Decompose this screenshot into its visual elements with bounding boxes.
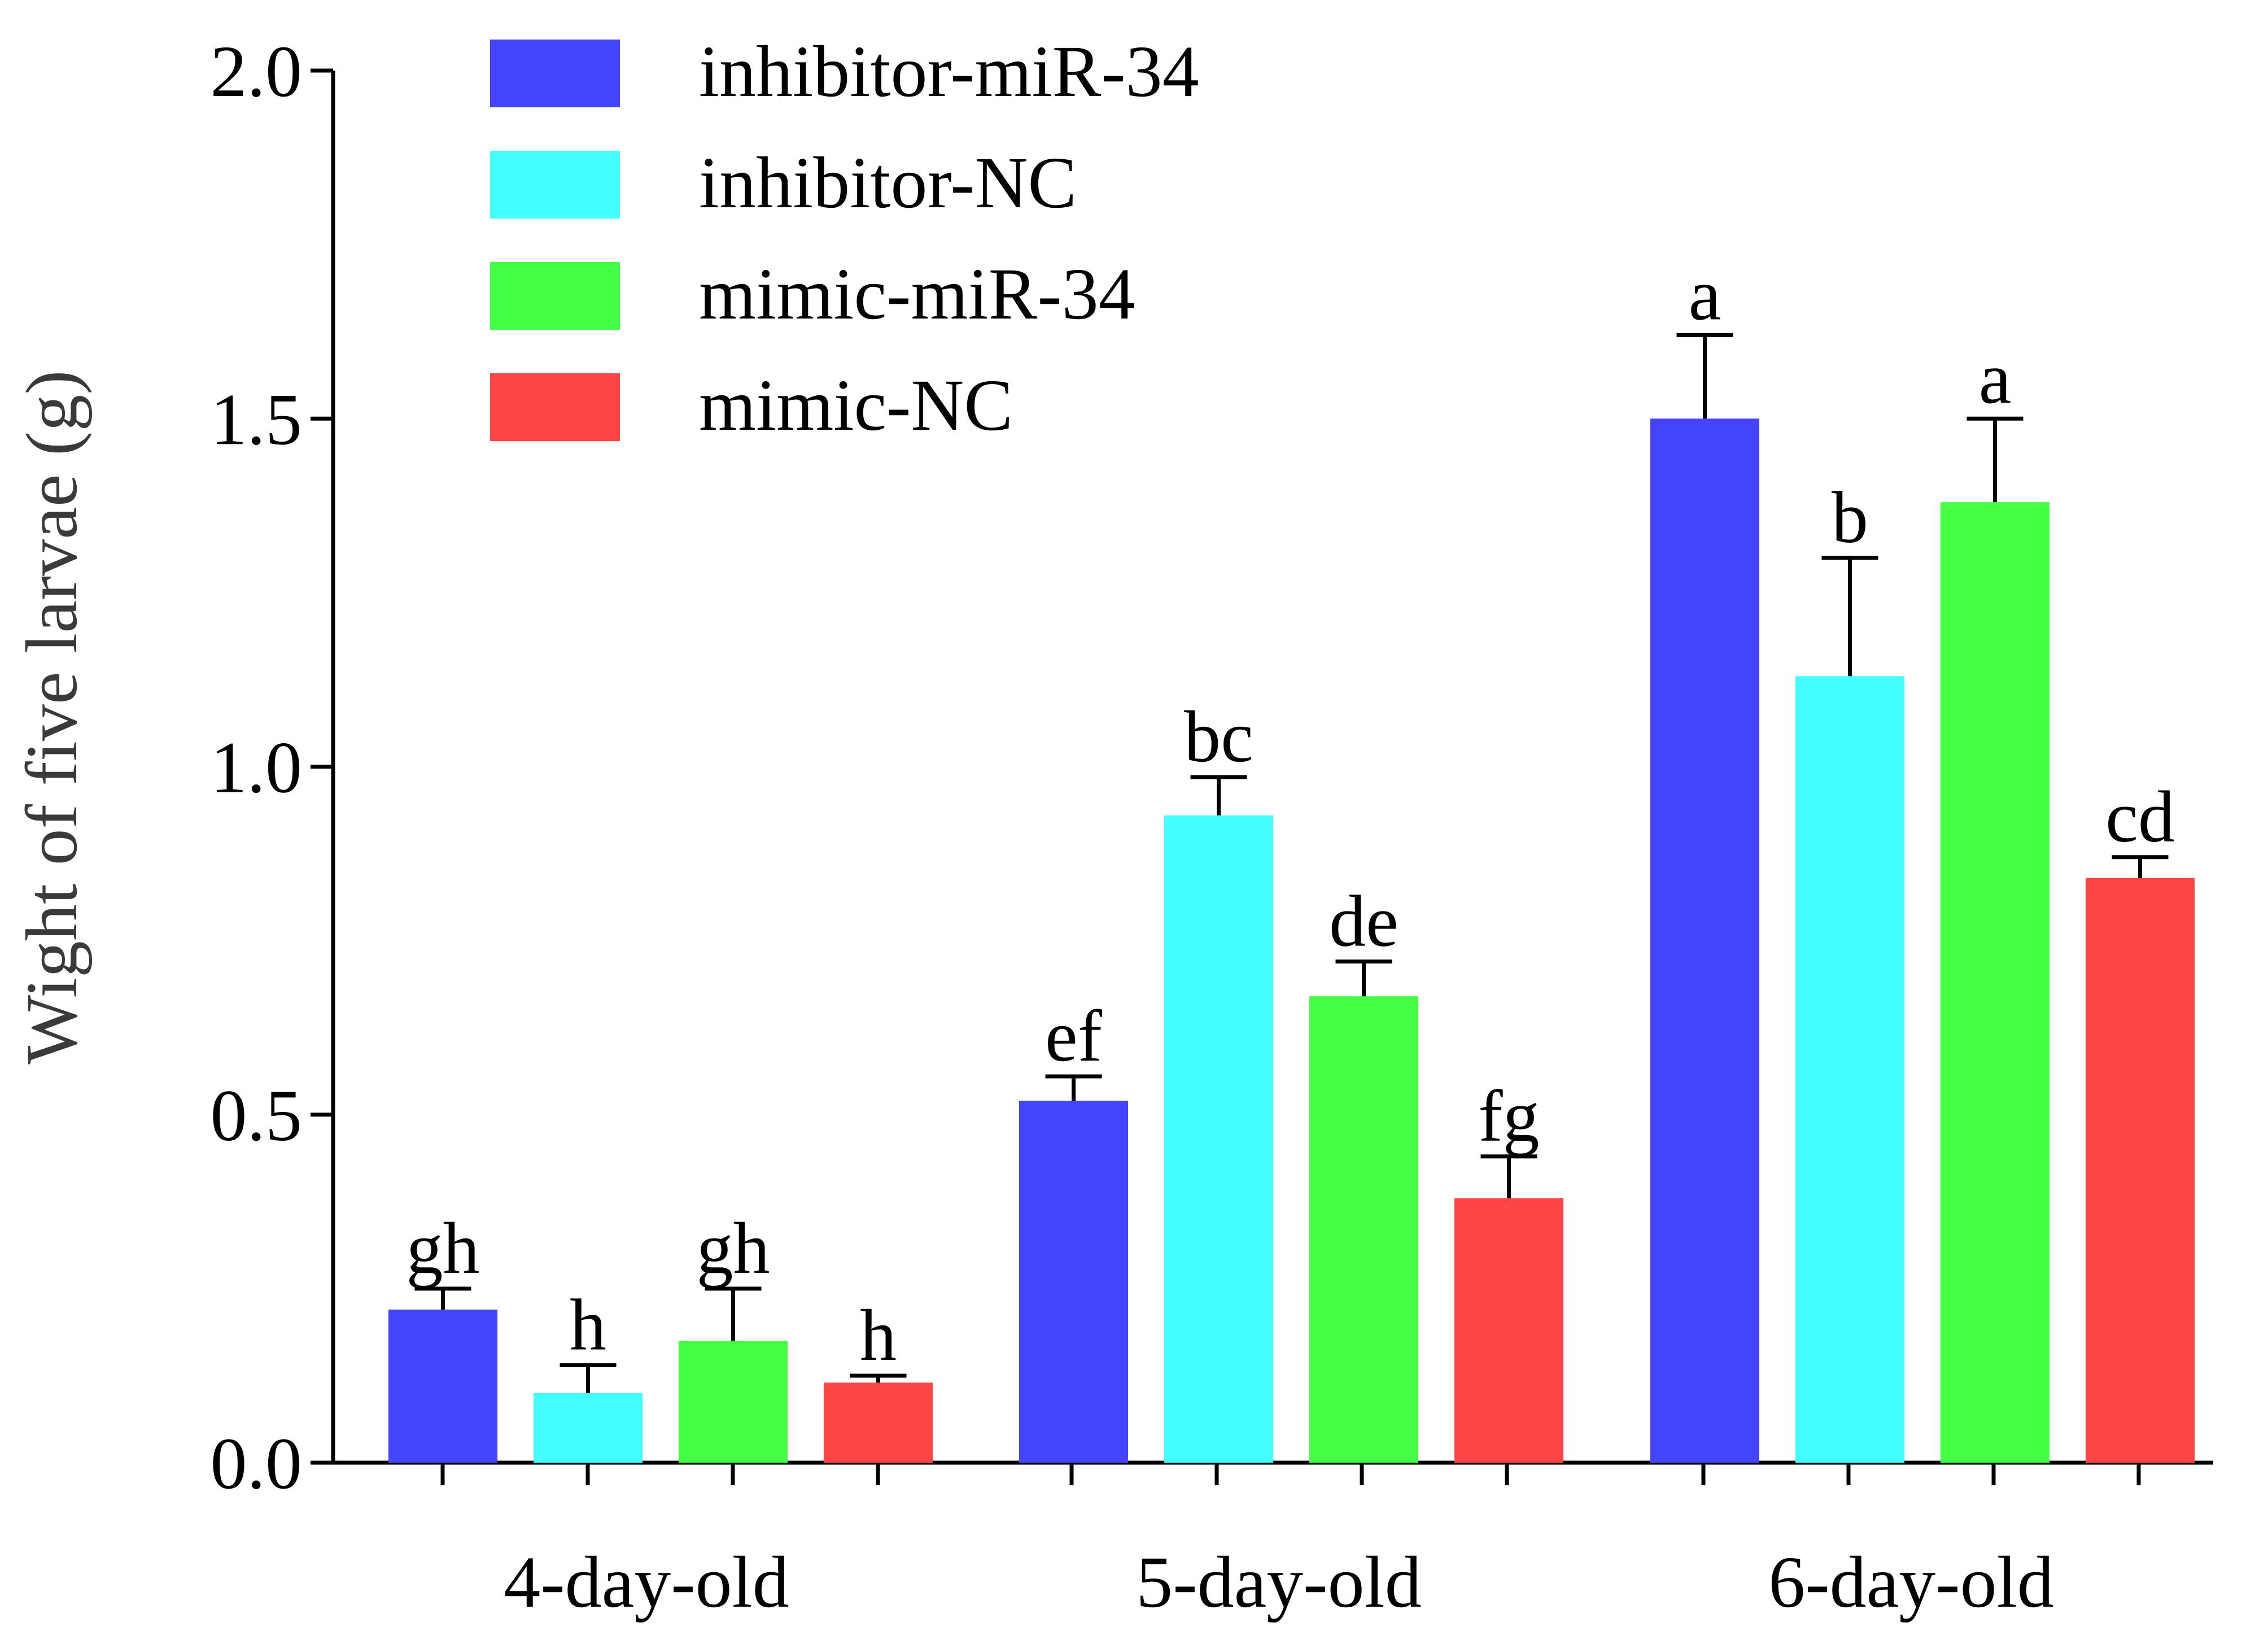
bar bbox=[1454, 1198, 1563, 1463]
significance-label: a bbox=[1689, 254, 1721, 335]
legend-swatch bbox=[490, 40, 620, 107]
legend-swatch bbox=[490, 373, 620, 441]
significance-label: gh bbox=[407, 1208, 480, 1289]
y-tick-label: 0.5 bbox=[211, 1075, 303, 1157]
legend-label: mimic-NC bbox=[699, 365, 1013, 446]
x-category-label: 5-day-old bbox=[1136, 1542, 1421, 1623]
y-tick-label: 0.0 bbox=[211, 1423, 303, 1504]
bar bbox=[1309, 996, 1418, 1463]
bar bbox=[388, 1309, 497, 1463]
legend-label: inhibitor-miR-34 bbox=[699, 31, 1199, 112]
bar bbox=[1650, 418, 1759, 1463]
significance-label: bc bbox=[1184, 696, 1253, 778]
bar bbox=[679, 1341, 788, 1463]
significance-label: gh bbox=[697, 1208, 770, 1289]
significance-label: fg bbox=[1478, 1076, 1539, 1157]
x-category-label: 4-day-old bbox=[504, 1542, 789, 1623]
significance-label: a bbox=[1979, 338, 2012, 419]
significance-label: b bbox=[1832, 477, 1868, 559]
significance-label: cd bbox=[2105, 777, 2175, 858]
y-tick-label: 1.5 bbox=[211, 379, 303, 460]
y-axis-label: Wight of five larvae (g) bbox=[11, 370, 93, 1064]
legend-swatch bbox=[490, 262, 620, 330]
x-axis: 4-day-old 5-day-old 6-day-old bbox=[333, 1460, 2213, 1623]
bar bbox=[1019, 1101, 1128, 1463]
significance-label: de bbox=[1329, 881, 1399, 962]
significance-label: ef bbox=[1045, 996, 1103, 1077]
bar bbox=[1164, 815, 1273, 1463]
bar bbox=[824, 1382, 933, 1463]
x-category-label: 6-day-old bbox=[1768, 1542, 2053, 1623]
bar bbox=[2086, 878, 2195, 1463]
y-tick-label: 2.0 bbox=[211, 31, 303, 112]
bar bbox=[1795, 676, 1904, 1463]
bar bbox=[534, 1393, 643, 1463]
significance-label: h bbox=[860, 1295, 897, 1376]
legend-swatch bbox=[490, 151, 620, 219]
legend-label: inhibitor-NC bbox=[699, 142, 1077, 224]
bar bbox=[1941, 502, 2049, 1463]
bars: gh ef a h bc b gh de a h fg cd bbox=[388, 254, 2195, 1463]
significance-label: h bbox=[570, 1284, 606, 1366]
legend-label: mimic-miR-34 bbox=[699, 254, 1135, 335]
y-axis: 0.0 0.5 1.0 1.5 2.0 bbox=[211, 31, 335, 1504]
legend: inhibitor-miR-34 inhibitor-NC mimic-miR-34… bbox=[490, 31, 1199, 446]
y-tick-label: 1.0 bbox=[211, 727, 303, 809]
